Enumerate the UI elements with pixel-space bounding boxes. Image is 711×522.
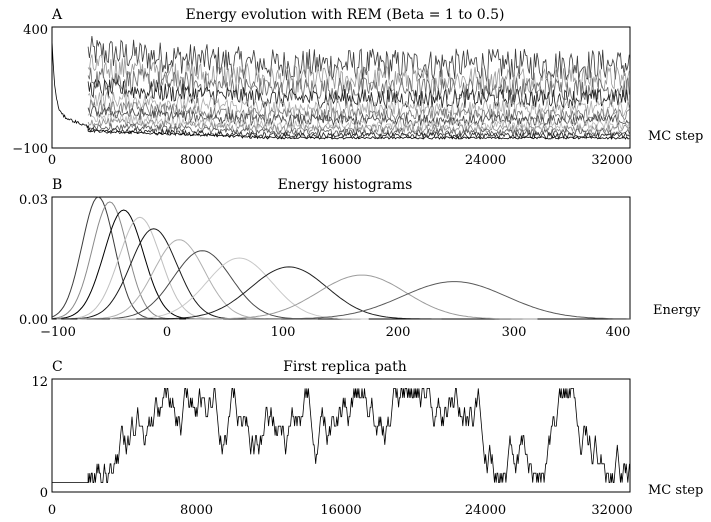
x-tick-label-a-3: 24000 [465, 153, 506, 168]
histogram-curve-5 [61, 228, 247, 320]
x-axis-label-b: Energy [653, 303, 701, 318]
x-tick-label-b-0: −100 [40, 325, 76, 340]
y-tick-label-c-top: 12 [31, 375, 48, 390]
energy-trace-series-8 [87, 90, 630, 118]
x-tick-label-b-4: 300 [502, 325, 527, 340]
energy-trace-series-4 [87, 116, 630, 134]
histogram-curve-6 [77, 239, 281, 320]
x-tick-label-b-3: 200 [386, 325, 411, 340]
x-tick-label-b-1: 0 [163, 325, 171, 340]
panel-label-a: A [51, 7, 63, 23]
replica-path-line [52, 388, 630, 483]
panel-label-b: B [52, 177, 62, 193]
energy-trace-series-9 [87, 78, 630, 110]
chart-title-b: Energy histograms [278, 177, 413, 193]
y-tick-label-b-top: 0.03 [19, 193, 48, 208]
x-tick-label-a-2: 16000 [320, 153, 361, 168]
x-tick-label-c-3: 24000 [465, 503, 506, 518]
y-tick-label-a-top: 400 [23, 23, 48, 38]
histogram-curve-1 [51, 196, 164, 320]
plot-area-c [52, 388, 630, 483]
panel-c: C First replica path 12 0 0 8000 16000 2… [31, 359, 703, 518]
energy-trace-series-10 [87, 67, 630, 101]
y-tick-label-a-bottom: −100 [12, 142, 48, 157]
x-tick-label-c-4: 32000 [591, 503, 632, 518]
x-tick-label-c-1: 8000 [180, 503, 213, 518]
y-tick-label-b-bottom: 0.00 [19, 313, 48, 328]
x-tick-label-c-2: 16000 [320, 503, 361, 518]
histogram-curve-10 [186, 274, 538, 320]
x-tick-label-b-2: 100 [271, 325, 296, 340]
x-tick-label-a-4: 32000 [591, 153, 632, 168]
panel-b: B Energy histograms 0.03 0.00 −100 0 100… [19, 177, 701, 340]
energy-trace-series-5 [87, 112, 630, 132]
plot-area-b [51, 196, 630, 320]
energy-trace-series-1 [51, 40, 630, 140]
plot-area-a [51, 36, 630, 140]
x-axis-label-c: MC step [648, 483, 703, 498]
histogram-curve-3 [51, 209, 203, 320]
histogram-curve-7 [86, 250, 318, 320]
x-tick-label-a-1: 8000 [180, 153, 213, 168]
x-tick-label-c-0: 0 [48, 503, 56, 518]
histogram-curve-9 [136, 266, 442, 320]
histogram-curve-11 [246, 281, 630, 320]
energy-trace-series-12 [87, 36, 630, 82]
energy-trace-series-7 [87, 99, 630, 123]
panel-label-c: C [52, 359, 63, 375]
y-tick-label-c-bottom: 0 [40, 486, 48, 501]
panel-a: A Energy evolution with REM (Beta = 1 to… [12, 7, 703, 168]
x-tick-label-b-5: 400 [606, 325, 631, 340]
plot-frame-b [51, 196, 631, 320]
x-tick-label-a-0: 0 [48, 153, 56, 168]
chart-title-a: Energy evolution with REM (Beta = 1 to 0… [186, 7, 505, 23]
x-axis-label-a: MC step [648, 129, 703, 144]
energy-trace-series-2 [87, 127, 630, 140]
chart-title-c: First replica path [283, 359, 407, 375]
